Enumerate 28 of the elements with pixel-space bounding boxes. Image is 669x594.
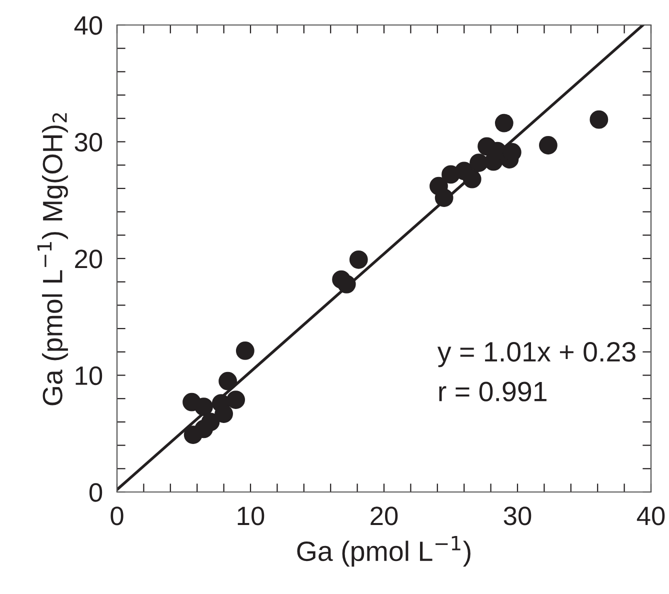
point (236, 342, 254, 360)
y-tick-label: 20 (75, 250, 102, 268)
point (194, 398, 213, 416)
x-axis-title: Ga (pmol L$^{−1}$) (297, 536, 470, 567)
x-tick-label: 30 (504, 506, 532, 526)
point (218, 372, 238, 390)
point (349, 250, 368, 269)
y-axis-title: Ga (pmol L$^{−1}$) Mg(OH)$_{2}$ (37, 113, 68, 406)
point (201, 412, 220, 432)
point (470, 154, 488, 172)
point (539, 136, 558, 154)
point (337, 274, 356, 294)
y-tick-label: 10 (76, 366, 102, 386)
annotation: r = 0.991 (439, 382, 546, 402)
x-tick-label: 0 (110, 506, 124, 526)
x-tick-label: 10 (238, 506, 264, 526)
x-tick-label: 20 (370, 506, 398, 526)
y-tick-label: 0 (89, 483, 102, 502)
point (462, 170, 482, 188)
y-tick-label: 30 (74, 132, 102, 152)
point (494, 114, 514, 132)
point (434, 188, 454, 207)
point (226, 390, 246, 409)
point (590, 110, 608, 129)
point (214, 404, 233, 423)
x-tick-label: 40 (636, 506, 665, 526)
y-tick-label: 40 (74, 16, 102, 35)
annotation: y = 1.01x + 0.23 (437, 342, 636, 368)
